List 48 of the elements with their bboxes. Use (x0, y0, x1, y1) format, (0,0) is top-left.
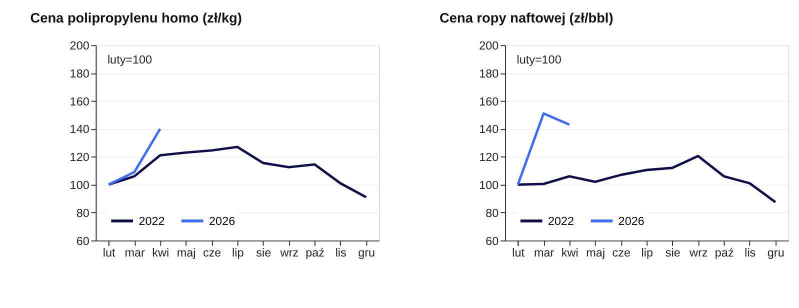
x-tick-label: wrz (279, 246, 299, 260)
x-tick-label: lut (102, 246, 116, 260)
annotation: luty=100 (516, 54, 562, 67)
y-tick-label: 60 (76, 234, 90, 248)
line-series (107, 146, 368, 198)
y-tick-label: 200 (70, 40, 90, 52)
x-tick-label: lut (512, 246, 526, 260)
x-tick-label: mar (124, 246, 146, 260)
legend-label: 2022 (138, 214, 165, 228)
x-tick-label: lis (335, 246, 347, 260)
y-tick-label: 120 (479, 151, 500, 164)
y-tick-label: 200 (479, 40, 500, 52)
x-tick-label: lip (232, 246, 244, 260)
x-tick-label: kwi (561, 246, 578, 260)
y-tick-label: 140 (70, 123, 90, 136)
x-tick-label: wrz (688, 246, 708, 260)
y-tick-label: 80 (76, 206, 90, 220)
y-tick-label: 80 (486, 206, 500, 220)
y-tick-label: 60 (486, 234, 500, 248)
line-series (516, 154, 777, 204)
x-tick-label: sie (256, 246, 272, 260)
chart-title: Cena ropy naftowej (zł/bbl) (440, 10, 614, 26)
annotation: luty=100 (107, 54, 153, 67)
x-tick-label: cze (202, 246, 222, 260)
x-tick-label: kwi (152, 246, 170, 260)
x-tick-label: gru (767, 246, 784, 260)
y-tick-label: 140 (479, 123, 500, 136)
x-tick-label: gru (358, 246, 376, 260)
x-tick-label: cze (612, 246, 630, 260)
x-tick-label: paź (714, 246, 734, 260)
x-tick-label: maj (176, 246, 196, 260)
y-tick-label: 160 (479, 95, 500, 108)
legend-label: 2022 (548, 214, 574, 228)
legend-label: 2026 (618, 214, 644, 228)
chart-title: Cena polipropylenu homo (zł/kg) (30, 10, 242, 26)
x-tick-label: mar (534, 246, 554, 260)
y-tick-label: 100 (479, 179, 500, 192)
y-tick-label: 120 (70, 151, 90, 164)
y-tick-label: 180 (70, 67, 90, 80)
legend-label: 2026 (209, 214, 236, 228)
x-tick-label: lip (641, 246, 654, 260)
y-tick-label: 180 (479, 67, 500, 80)
x-tick-label: maj (586, 246, 606, 260)
y-tick-label: 160 (70, 95, 90, 108)
y-tick-label: 100 (70, 179, 90, 192)
x-tick-label: lis (744, 246, 756, 260)
x-tick-label: paź (306, 246, 325, 260)
x-tick-label: sie (665, 246, 680, 260)
